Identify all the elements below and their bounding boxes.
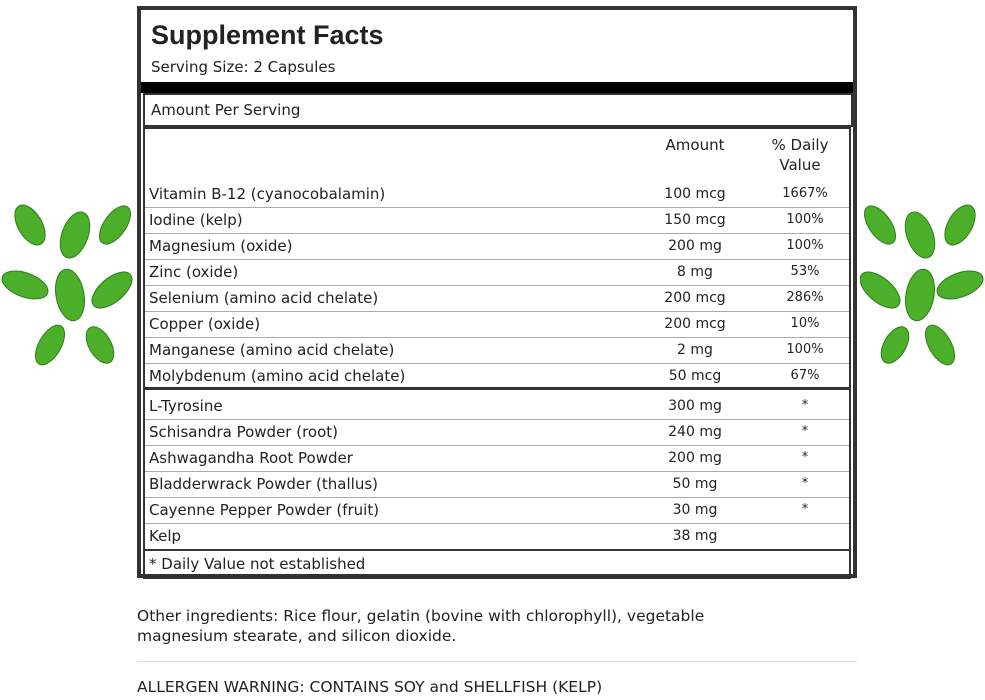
daily-value: *	[801, 398, 809, 413]
nutrient-name: Cayenne Pepper Powder (fruit)	[149, 501, 380, 519]
nutrient-name: Bladderwrack Powder (thallus)	[149, 475, 378, 493]
title: Supplement Facts	[151, 20, 384, 50]
amount: 8 mg	[677, 264, 713, 280]
table-row: Schisandra Powder (root) 240 mg *	[145, 419, 849, 446]
nutrient-name: Kelp	[149, 527, 182, 545]
table-row: Copper (oxide) 200 mcg 10%	[145, 311, 849, 338]
table-row: Cayenne Pepper Powder (fruit) 30 mg *	[145, 497, 849, 524]
daily-value: 10%	[790, 316, 820, 331]
leaves-left	[1, 204, 133, 366]
nutrient-name: L-Tyrosine	[149, 397, 223, 415]
amount: 30 mg	[672, 502, 718, 518]
footnote: * Daily Value not established	[143, 549, 851, 579]
amount-per-serving: Amount Per Serving	[143, 93, 853, 127]
daily-value: 100%	[786, 238, 824, 253]
amount: 50 mg	[672, 476, 718, 492]
daily-value: 1667%	[782, 186, 828, 201]
amount: 200 mg	[668, 238, 722, 254]
table-row: Zinc (oxide) 8 mg 53%	[145, 259, 849, 286]
nutrient-name: Copper (oxide)	[149, 315, 261, 333]
table-row: L-Tyrosine 300 mg *	[145, 393, 849, 420]
table-row: Vitamin B-12 (cyanocobalamin) 100 mcg 1667…	[145, 181, 849, 208]
daily-value: 100%	[786, 342, 824, 357]
amount: 38 mg	[672, 528, 718, 544]
amount: 100 mcg	[664, 186, 726, 202]
table-row: Iodine (kelp) 150 mcg 100%	[145, 207, 849, 234]
leaves-right	[860, 204, 984, 366]
amount: 300 mg	[668, 398, 722, 414]
allergen-warning: ALLERGEN WARNING: CONTAINS SOY and SHELL…	[137, 678, 603, 696]
nutrient-table: Amount % Daily Value Vitamin B-12 (cyano…	[143, 127, 851, 551]
table-row: Ashwagandha Root Powder 200 mg *	[145, 445, 849, 472]
amount: 50 mcg	[668, 368, 722, 384]
nutrient-name: Schisandra Powder (root)	[149, 423, 339, 441]
table-row: Manganese (amino acid chelate) 2 mg 100%	[145, 337, 849, 364]
daily-value: *	[801, 450, 809, 465]
group-separator	[145, 387, 849, 390]
nutrient-name: Magnesium (oxide)	[149, 237, 293, 255]
table-row: Kelp 38 mg	[145, 523, 849, 550]
amount: 200 mcg	[664, 290, 726, 306]
nutrient-name: Manganese (amino acid chelate)	[149, 341, 395, 359]
thick-bar	[141, 82, 853, 93]
table-row: Bladderwrack Powder (thallus) 50 mg *	[145, 471, 849, 498]
daily-value: 53%	[790, 264, 820, 279]
table-row: Selenium (amino acid chelate) 200 mcg 286%	[145, 285, 849, 312]
nutrient-name: Ashwagandha Root Powder	[149, 449, 353, 467]
daily-value: *	[801, 424, 809, 439]
daily-value: *	[801, 476, 809, 491]
daily-value: 100%	[786, 212, 824, 227]
amount: 2 mg	[677, 342, 713, 358]
daily-value: 67%	[790, 368, 820, 383]
table-row: Magnesium (oxide) 200 mg 100%	[145, 233, 849, 260]
amount: 240 mg	[668, 424, 722, 440]
other-ingredients: Other ingredients: Rice flour, gelatin (…	[137, 607, 705, 645]
amount: 150 mcg	[664, 212, 726, 228]
nutrient-name: Selenium (amino acid chelate)	[149, 289, 379, 307]
column-header: Amount	[665, 136, 725, 154]
daily-value: *	[801, 502, 809, 517]
nutrient-name: Molybdenum (amino acid chelate)	[149, 367, 406, 385]
nutrient-name: Zinc (oxide)	[149, 263, 239, 281]
amount: 200 mg	[668, 450, 722, 466]
serving-size: Serving Size: 2 Capsules	[151, 58, 336, 76]
daily-value: 286%	[786, 290, 824, 305]
nutrient-name: Vitamin B-12 (cyanocobalamin)	[149, 185, 386, 203]
divider	[137, 661, 857, 662]
table-row: Molybdenum (amino acid chelate) 50 mcg 67%	[145, 363, 849, 389]
nutrient-name: Iodine (kelp)	[149, 211, 243, 229]
supplement-panel: Supplement Facts Serving Size: 2 Capsule…	[137, 6, 857, 579]
amount: 200 mcg	[664, 316, 726, 332]
column-header: % Daily Value	[771, 136, 829, 174]
